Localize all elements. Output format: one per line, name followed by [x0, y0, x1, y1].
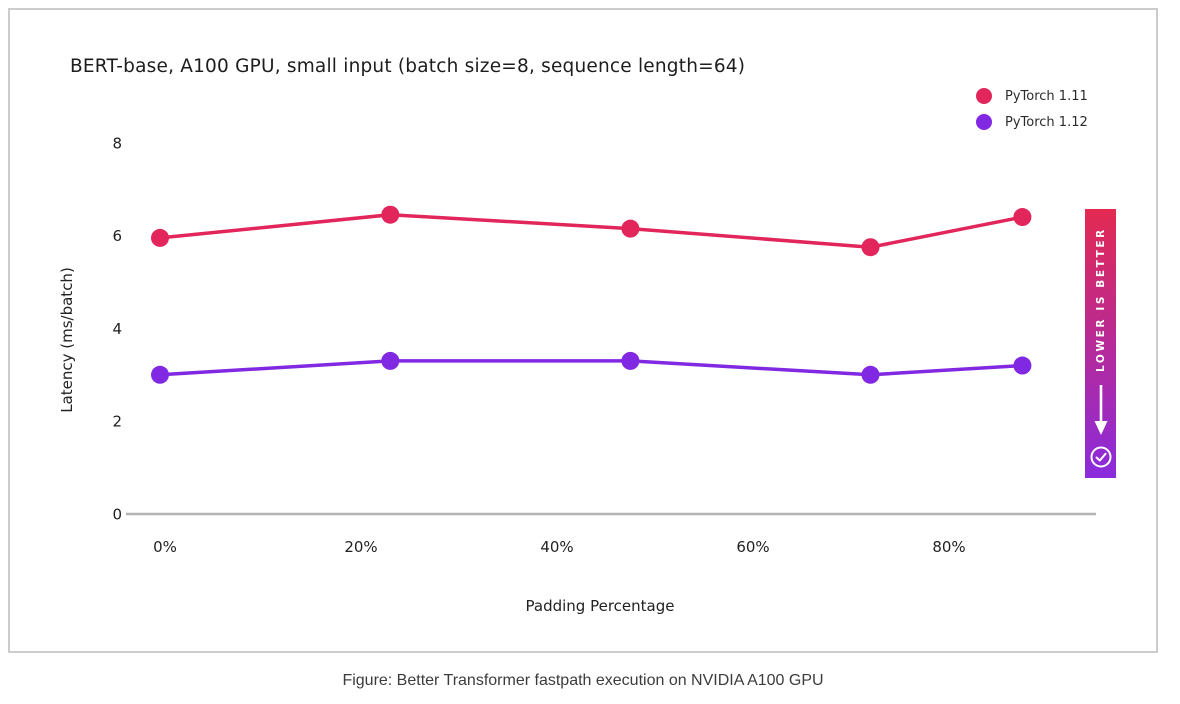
x-tick-label: 0% [153, 538, 177, 556]
data-point [621, 219, 640, 238]
x-tick-label: 60% [736, 538, 769, 556]
check-circle-icon [1090, 446, 1111, 468]
figure-caption: Figure: Better Transformer fastpath exec… [342, 672, 824, 689]
y-tick-label: 8 [112, 134, 122, 152]
series-line [158, 359, 1025, 377]
data-point [381, 205, 400, 224]
data-point [861, 238, 880, 257]
legend-label: PyTorch 1.11 [1005, 88, 1088, 104]
data-point [861, 365, 880, 384]
lower-is-better-badge: LOWER IS BETTER [1085, 209, 1116, 478]
data-point [1013, 208, 1032, 227]
legend-dot-icon [976, 88, 992, 104]
chart-card: BERT-base, A100 GPU, small input (batch … [8, 8, 1158, 653]
x-tick-label: 20% [344, 538, 377, 556]
data-point [1013, 356, 1032, 375]
x-tick-label: 40% [540, 538, 573, 556]
y-tick-label: 2 [112, 413, 122, 431]
y-tick-label: 0 [112, 506, 122, 524]
data-point [381, 351, 400, 370]
legend: PyTorch 1.11 PyTorch 1.12 [976, 88, 1088, 130]
legend-dot-icon [976, 114, 992, 130]
data-point [151, 365, 169, 384]
series-line [158, 212, 1025, 249]
x-tick-label: 80% [932, 538, 965, 556]
y-tick-label: 6 [112, 227, 122, 245]
legend-item-pytorch-1-12: PyTorch 1.12 [976, 114, 1088, 130]
legend-label: PyTorch 1.12 [1005, 114, 1088, 130]
chart-title: BERT-base, A100 GPU, small input (batch … [70, 56, 746, 77]
x-axis-label: Padding Percentage [525, 597, 675, 615]
legend-item-pytorch-1-11: PyTorch 1.11 [976, 88, 1088, 104]
down-arrow-icon [1094, 385, 1107, 435]
data-point [151, 228, 169, 247]
y-tick-label: 4 [112, 320, 122, 338]
data-point [621, 351, 640, 370]
